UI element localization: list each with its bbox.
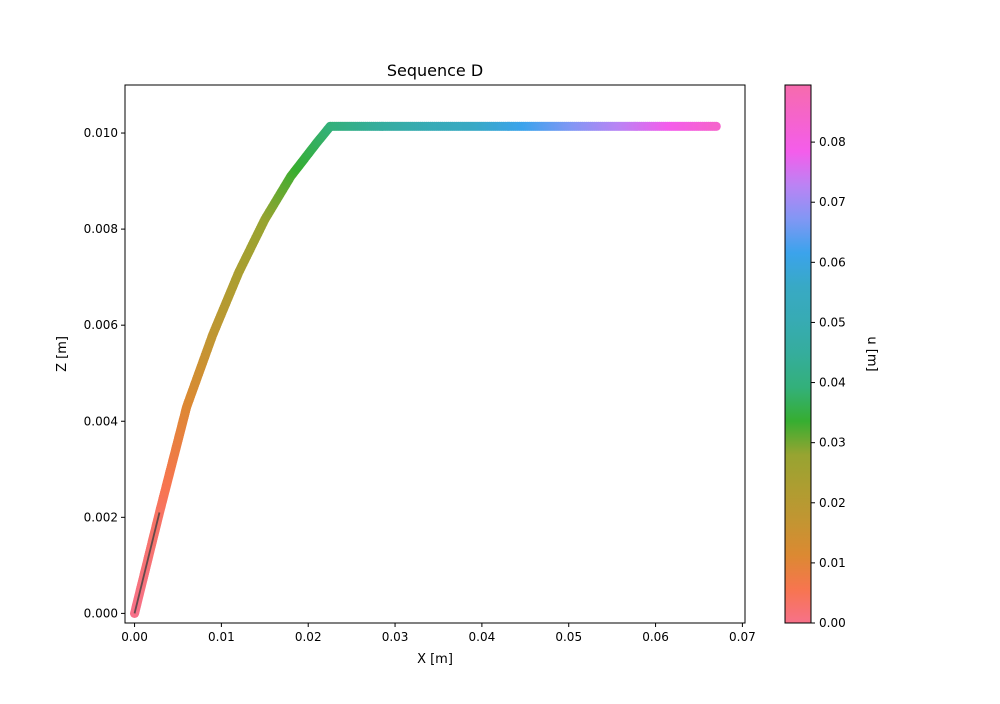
x-tick-label: 0.07: [729, 630, 756, 644]
y-tick-label: 0.006: [84, 318, 118, 332]
y-tick-label: 0.008: [84, 222, 118, 236]
x-tick-label: 0.01: [208, 630, 235, 644]
colorbar-tick-label: 0.04: [819, 376, 846, 390]
colorbar-tick-label: 0.07: [819, 195, 846, 209]
plot-frame: [124, 84, 746, 624]
reference-line: [133, 512, 161, 614]
colorbar-tick-label: 0.06: [819, 255, 846, 269]
colorbar: [784, 84, 812, 624]
colorbar-tick-label: 0.01: [819, 556, 846, 570]
y-axis-label: Z [m]: [55, 336, 70, 372]
x-axis-label: X [m]: [417, 652, 453, 667]
data-point: [711, 121, 721, 131]
plot-area: [129, 121, 721, 618]
chart-title: Sequence D: [387, 61, 483, 80]
x-tick-label: 0.03: [382, 630, 409, 644]
colorbar-tick-label: 0.03: [819, 436, 846, 450]
x-tick-label: 0.04: [469, 630, 496, 644]
y-tick-label: 0.002: [84, 510, 118, 524]
x-tick-label: 0.00: [121, 630, 148, 644]
y-tick-label: 0.000: [84, 606, 118, 620]
colorbar-axis: 0.00 0.01 0.02 0.03 0.04 0.05 0.06 0.07 0.08: [811, 135, 846, 630]
y-tick-label: 0.010: [84, 126, 118, 140]
x-tick-label: 0.05: [555, 630, 582, 644]
x-tick-label: 0.06: [642, 630, 669, 644]
y-axis: 0.000 0.002 0.004 0.006 0.008 0.010: [84, 126, 125, 620]
colorbar-tick-label: 0.02: [819, 496, 846, 510]
colorbar-tick-label: 0.00: [819, 616, 846, 630]
y-tick-label: 0.004: [84, 414, 118, 428]
colorbar-label: u [m]: [864, 336, 879, 371]
x-tick-label: 0.02: [295, 630, 322, 644]
colorbar-tick-label: 0.08: [819, 135, 846, 149]
x-axis: 0.00 0.01 0.02 0.03 0.04 0.05 0.06 0.07: [121, 623, 756, 644]
colorbar-tick-label: 0.05: [819, 315, 846, 329]
